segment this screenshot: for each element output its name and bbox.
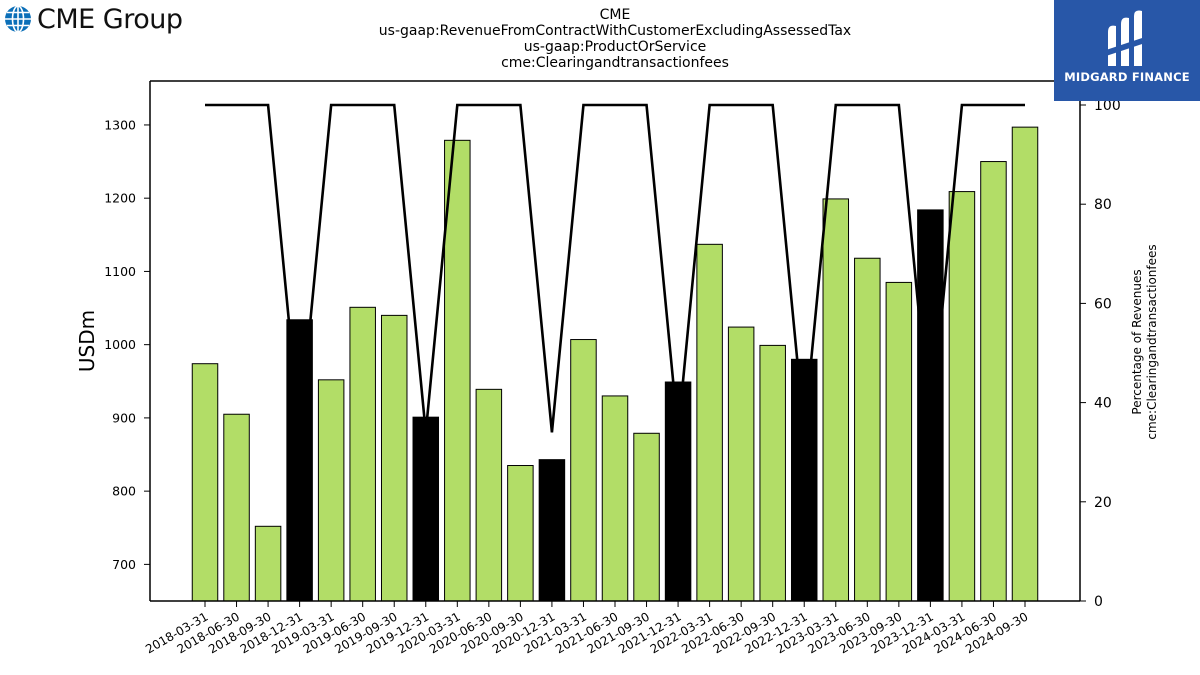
bar-2022-12-31	[790, 358, 818, 602]
bar-2022-06-30	[727, 326, 755, 602]
y-tick-label: 1200	[104, 191, 136, 206]
midgard-logo-text: MIDGARD FINANCE	[1064, 70, 1190, 84]
bar-2023-09-30	[885, 281, 913, 602]
bar-2021-06-30	[601, 395, 629, 602]
cme-logo-text: CME Group	[37, 3, 183, 35]
bar-2020-12-31	[538, 459, 566, 602]
bar-2023-12-31	[917, 209, 944, 602]
bar-2024-06-30	[980, 161, 1007, 602]
bar-2021-09-30	[633, 432, 660, 602]
y2-tick-label: 0	[1094, 594, 1103, 610]
bar-2024-03-31	[948, 191, 976, 602]
midgard-finance-logo: MIDGARD FINANCE	[1054, 0, 1200, 101]
title-line-axis: us-gaap:ProductOrService	[523, 39, 707, 55]
percentage-line	[205, 103, 1025, 433]
bar-2018-03-31	[191, 363, 219, 602]
bar-2019-06-30	[349, 306, 376, 602]
y2-tick-label: 40	[1094, 396, 1112, 412]
bar-2019-09-30	[380, 314, 408, 602]
y-tick-label: 1100	[104, 264, 136, 279]
bar-2021-03-31	[570, 339, 597, 602]
bar-2019-12-31	[412, 416, 440, 602]
midgard-m-icon	[1106, 10, 1148, 67]
y-tick-label: 900	[112, 410, 136, 425]
title-line-company: CME	[599, 7, 631, 23]
bar-2023-03-31	[822, 198, 850, 602]
bar-2018-12-31	[286, 319, 313, 602]
bar-2018-06-30	[223, 413, 250, 602]
bars-layer	[191, 126, 1039, 602]
y-tick-label: 800	[112, 484, 136, 499]
globe-icon	[5, 5, 31, 33]
cme-group-logo: CME Group	[4, 2, 183, 36]
bar-2020-09-30	[507, 465, 534, 602]
y2-tick-label: 60	[1094, 296, 1112, 312]
bar-2022-03-31	[696, 243, 723, 602]
y2-axis-label-line: Percentage of Revenues	[1130, 269, 1144, 414]
bar-2020-06-30	[475, 388, 503, 602]
bar-2023-06-30	[854, 257, 881, 602]
bar-2018-09-30	[254, 525, 282, 602]
y2-tick-label: 80	[1094, 197, 1112, 213]
y-tick-label: 700	[112, 557, 136, 572]
y2-tick-label: 20	[1094, 495, 1112, 511]
bar-2020-03-31	[444, 139, 471, 602]
y2-axis-label-line: cme:Clearingandtransactionfees	[1145, 244, 1159, 439]
title-line-concept: us-gaap:RevenueFromContractWithCustomerE…	[378, 23, 852, 39]
chart-title: CME us-gaap:RevenueFromContractWithCusto…	[315, 7, 915, 71]
y-axis-label: USDm	[75, 310, 99, 372]
title-line-member: cme:Clearingandtransactionfees	[501, 55, 729, 71]
bar-2022-09-30	[759, 344, 786, 602]
line-layer	[205, 103, 1025, 433]
y-tick-label: 1000	[104, 337, 136, 352]
y-tick-label: 1300	[104, 117, 136, 132]
bar-2019-03-31	[317, 379, 345, 602]
bar-2024-09-30	[1011, 126, 1039, 602]
bar-2021-12-31	[664, 381, 692, 602]
y2-tick-label: 100	[1094, 98, 1121, 114]
